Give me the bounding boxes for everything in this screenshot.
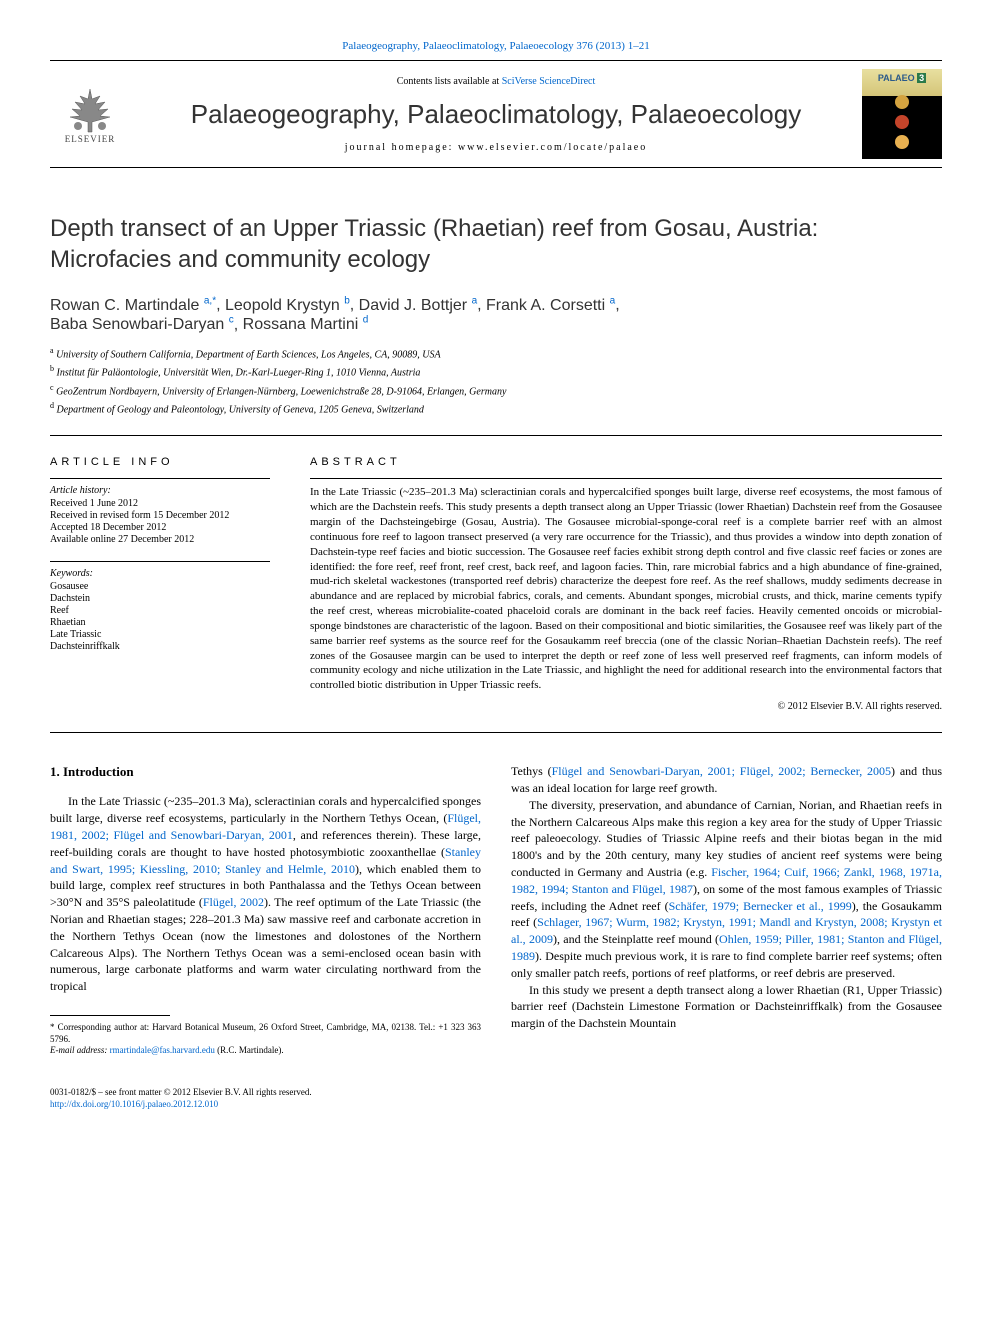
footnote-star: * bbox=[50, 1022, 55, 1032]
keywords-label: Keywords: bbox=[50, 568, 270, 579]
author: Rossana Martini d bbox=[243, 316, 369, 333]
keyword: Dachsteinriffkalk bbox=[50, 641, 270, 652]
body-columns: 1. Introduction In the Late Triassic (~2… bbox=[50, 763, 942, 1057]
affiliation: c GeoZentrum Nordbayern, University of E… bbox=[50, 383, 942, 397]
palaeo-cover-icon: PALAEO 3 bbox=[862, 69, 942, 159]
palaeo-label: PALAEO 3 bbox=[878, 73, 926, 83]
affiliation: b Institut für Paläontologie, Universitä… bbox=[50, 364, 942, 378]
email-suffix: (R.C. Martindale). bbox=[217, 1045, 284, 1055]
email-link[interactable]: rmartindale@fas.harvard.edu bbox=[110, 1045, 215, 1055]
history-line: Accepted 18 December 2012 bbox=[50, 522, 270, 533]
history-line: Available online 27 December 2012 bbox=[50, 534, 270, 545]
doi-link[interactable]: http://dx.doi.org/10.1016/j.palaeo.2012.… bbox=[50, 1099, 218, 1109]
footer-line: 0031-0182/$ – see front matter © 2012 El… bbox=[50, 1087, 942, 1099]
body-paragraph: In this study we present a depth transec… bbox=[511, 982, 942, 1032]
affiliations: a University of Southern California, Dep… bbox=[50, 346, 942, 415]
footnote-divider bbox=[50, 1015, 170, 1016]
author: Baba Senowbari-Daryan c bbox=[50, 316, 234, 333]
article-history-block: Article history: Received 1 June 2012 Re… bbox=[50, 478, 270, 545]
elsevier-tree-icon bbox=[60, 84, 120, 134]
contents-line: Contents lists available at SciVerse Sci… bbox=[150, 76, 842, 87]
divider bbox=[50, 732, 942, 733]
authors-list: Rowan C. Martindale a,*, Leopold Krystyn… bbox=[50, 295, 942, 334]
author: Rowan C. Martindale a,* bbox=[50, 297, 216, 314]
keyword: Reef bbox=[50, 605, 270, 616]
elsevier-logo: ELSEVIER bbox=[50, 74, 130, 154]
header-center: Contents lists available at SciVerse Sci… bbox=[150, 76, 842, 153]
page-container: Palaeogeography, Palaeoclimatology, Pala… bbox=[0, 0, 992, 1150]
abstract-text: In the Late Triassic (~235–201.3 Ma) scl… bbox=[310, 478, 942, 693]
contents-prefix: Contents lists available at bbox=[397, 76, 502, 87]
info-abstract-row: ARTICLE INFO Article history: Received 1… bbox=[50, 456, 942, 712]
article-info: ARTICLE INFO Article history: Received 1… bbox=[50, 456, 270, 712]
corresponding-author-footnote: * Corresponding author at: Harvard Botan… bbox=[50, 1022, 481, 1045]
journal-ref-anchor[interactable]: Palaeogeography, Palaeoclimatology, Pala… bbox=[342, 40, 649, 52]
keywords-block: Keywords: Gosausee Dachstein Reef Rhaeti… bbox=[50, 561, 270, 652]
affiliation: a University of Southern California, Dep… bbox=[50, 346, 942, 360]
citation-link[interactable]: Flügel and Senowbari-Daryan, 2001; Flüge… bbox=[552, 764, 891, 778]
history-label: Article history: bbox=[50, 485, 270, 496]
journal-header: ELSEVIER Contents lists available at Sci… bbox=[50, 60, 942, 168]
column-left: 1. Introduction In the Late Triassic (~2… bbox=[50, 763, 481, 1057]
journal-homepage: journal homepage: www.elsevier.com/locat… bbox=[150, 142, 842, 153]
page-footer: 0031-0182/$ – see front matter © 2012 El… bbox=[50, 1087, 942, 1110]
article-title: Depth transect of an Upper Triassic (Rha… bbox=[50, 213, 942, 275]
citation-link[interactable]: Flügel, 2002 bbox=[203, 895, 264, 909]
affiliation: d Department of Geology and Paleontology… bbox=[50, 401, 942, 415]
journal-title: Palaeogeography, Palaeoclimatology, Pala… bbox=[150, 99, 842, 130]
body-paragraph: In the Late Triassic (~235–201.3 Ma), sc… bbox=[50, 793, 481, 995]
divider bbox=[50, 435, 942, 436]
keyword: Late Triassic bbox=[50, 629, 270, 640]
citation-link[interactable]: Schäfer, 1979; Bernecker et al., 1999 bbox=[669, 899, 852, 913]
author: Frank A. Corsetti a bbox=[486, 297, 615, 314]
abstract-heading: ABSTRACT bbox=[310, 456, 942, 468]
palaeo-dots bbox=[895, 95, 909, 149]
journal-reference-link: Palaeogeography, Palaeoclimatology, Pala… bbox=[50, 40, 942, 52]
body-paragraph: Tethys (Flügel and Senowbari-Daryan, 200… bbox=[511, 763, 942, 797]
section-heading-introduction: 1. Introduction bbox=[50, 763, 481, 781]
email-label: E-mail address: bbox=[50, 1045, 107, 1055]
keyword: Gosausee bbox=[50, 581, 270, 592]
dot-icon bbox=[895, 135, 909, 149]
sciencedirect-link[interactable]: SciVerse ScienceDirect bbox=[502, 76, 596, 87]
copyright: © 2012 Elsevier B.V. All rights reserved… bbox=[310, 701, 942, 712]
keywords-list: Gosausee Dachstein Reef Rhaetian Late Tr… bbox=[50, 581, 270, 652]
keyword: Dachstein bbox=[50, 593, 270, 604]
author: David J. Bottjer a bbox=[359, 297, 478, 314]
keyword: Rhaetian bbox=[50, 617, 270, 628]
article-info-heading: ARTICLE INFO bbox=[50, 456, 270, 468]
email-footnote: E-mail address: rmartindale@fas.harvard.… bbox=[50, 1045, 481, 1057]
column-right: Tethys (Flügel and Senowbari-Daryan, 200… bbox=[511, 763, 942, 1057]
history-line: Received 1 June 2012 bbox=[50, 498, 270, 509]
homepage-prefix: journal homepage: bbox=[345, 142, 458, 153]
elsevier-label: ELSEVIER bbox=[65, 134, 116, 144]
history-line: Received in revised form 15 December 201… bbox=[50, 510, 270, 521]
homepage-url: www.elsevier.com/locate/palaeo bbox=[458, 142, 647, 153]
body-paragraph: The diversity, preservation, and abundan… bbox=[511, 797, 942, 982]
dot-icon bbox=[895, 115, 909, 129]
palaeo-badge: 3 bbox=[917, 73, 926, 83]
author: Leopold Krystyn b bbox=[225, 297, 350, 314]
dot-icon bbox=[895, 95, 909, 109]
abstract: ABSTRACT In the Late Triassic (~235–201.… bbox=[310, 456, 942, 712]
